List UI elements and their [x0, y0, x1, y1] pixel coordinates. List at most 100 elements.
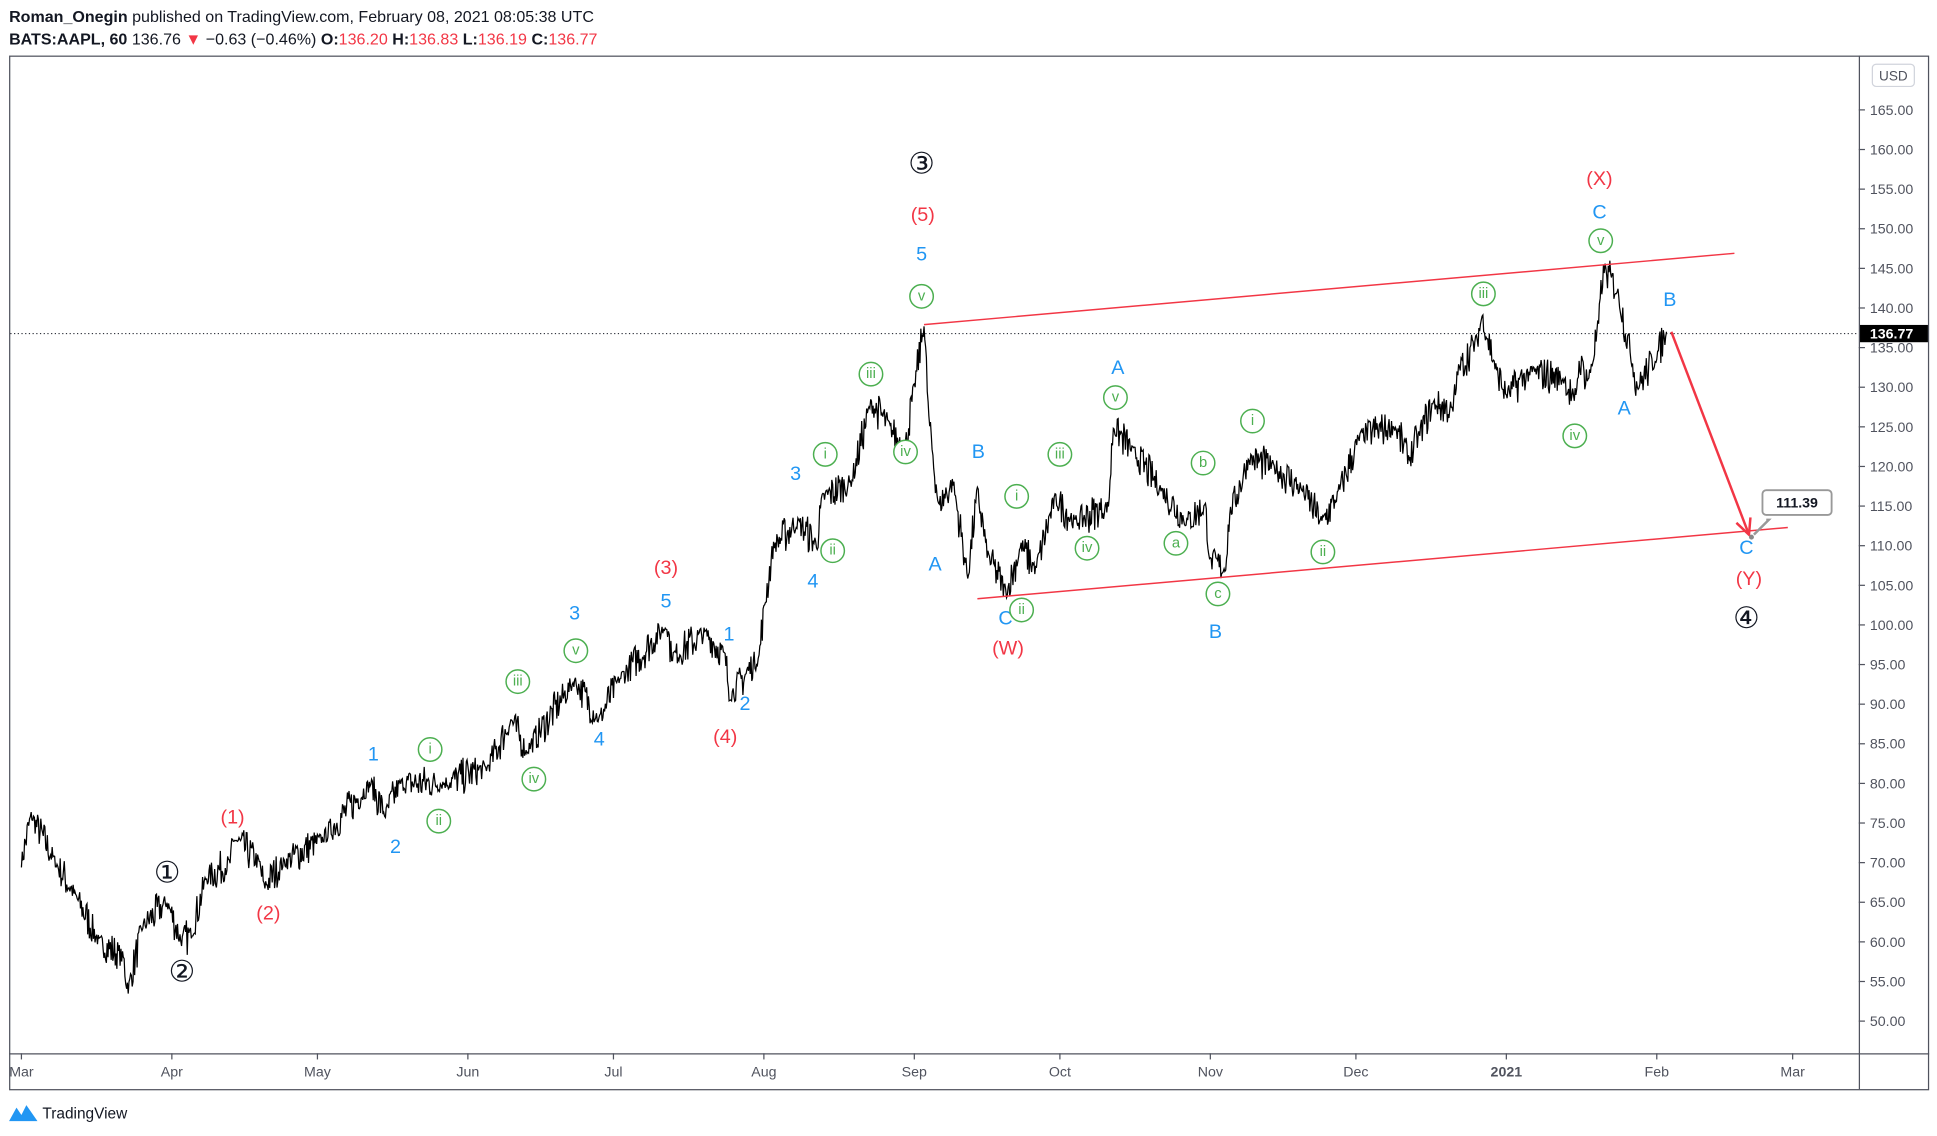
- wave-label-green[interactable]: c: [1205, 581, 1231, 607]
- wave-label-red[interactable]: (W): [992, 637, 1024, 659]
- wave-label-text: iii: [1055, 446, 1065, 462]
- wave-label-text: i: [428, 742, 431, 758]
- wave-circle: [1240, 408, 1265, 434]
- tradingview-logo[interactable]: TradingView: [9, 1105, 128, 1123]
- wave-label-blue[interactable]: C: [1592, 201, 1606, 223]
- wave-label-green[interactable]: i: [1004, 483, 1030, 509]
- wave-label-green[interactable]: ii: [820, 538, 846, 564]
- wave-label-blue[interactable]: 3: [569, 603, 580, 625]
- wave-label-blue[interactable]: 2: [390, 836, 401, 858]
- wave-circle: [1004, 483, 1030, 509]
- wave-label-red[interactable]: (4): [713, 726, 737, 748]
- wave-label-green[interactable]: v: [563, 638, 589, 664]
- wave-label-text: a: [1172, 535, 1181, 551]
- author-name[interactable]: Roman_Onegin: [9, 8, 128, 26]
- wave-label-green[interactable]: i: [417, 737, 443, 762]
- wave-label-green[interactable]: ii: [1310, 539, 1336, 565]
- wave-label-blue[interactable]: 4: [807, 571, 818, 593]
- wave-label-green[interactable]: i: [1240, 408, 1265, 434]
- wave-label-green[interactable]: iv: [893, 439, 918, 465]
- wave-label-blue[interactable]: B: [1209, 621, 1222, 643]
- wave-label-red[interactable]: (2): [256, 903, 280, 925]
- price-change: −0.63 (−0.46%): [206, 30, 317, 48]
- wave-label-blue[interactable]: 4: [594, 729, 605, 751]
- wave-label-blue[interactable]: A: [929, 553, 943, 575]
- wave-label-text: 4: [594, 729, 605, 751]
- wave-label-text: ④: [1733, 602, 1760, 635]
- price-tick-label: 160.00: [1870, 142, 1914, 158]
- currency-button[interactable]: USD: [1871, 63, 1915, 88]
- wave-circle: [1074, 535, 1100, 561]
- wave-label-green[interactable]: iii: [1470, 281, 1496, 307]
- channel-lower-line[interactable]: [977, 526, 1788, 600]
- wave-label-blue[interactable]: A: [1618, 398, 1632, 420]
- wave-circle: [1163, 530, 1189, 556]
- wave-label-red[interactable]: (Y): [1736, 568, 1762, 590]
- wave-label-blue[interactable]: B: [972, 441, 985, 463]
- target-price-callout[interactable]: 111.39: [1748, 489, 1833, 540]
- wave-label-red[interactable]: (X): [1586, 168, 1612, 190]
- wave-label-text: c: [1214, 586, 1222, 602]
- price-tick-label: 165.00: [1870, 103, 1914, 119]
- plot-area[interactable]: 111.39 ① ② ③ ④ (1) (2) (3) (4) (5) (W) (X) (Y) 1 2 3 4 5 1…: [10, 148, 1859, 994]
- price-tick-label: 90.00: [1870, 697, 1906, 713]
- wave-label-blue[interactable]: A: [1111, 357, 1125, 379]
- wave-label-green[interactable]: iv: [1562, 423, 1588, 449]
- wave-label-text: ii: [1320, 544, 1327, 560]
- wave-label-blue[interactable]: B: [1663, 289, 1676, 311]
- wave-label-green[interactable]: v: [1102, 385, 1128, 411]
- wave-circle: [893, 439, 918, 465]
- wave-label-blue[interactable]: 5: [660, 590, 671, 612]
- wave-label-green[interactable]: v: [1588, 228, 1614, 254]
- wave-label-red[interactable]: (3): [654, 557, 678, 579]
- callout-box: [1761, 489, 1833, 516]
- wave-label-blue[interactable]: 3: [790, 463, 801, 485]
- wave-label-text: i: [824, 446, 827, 462]
- wave-label-green[interactable]: ii: [426, 808, 452, 834]
- wave-label-blue[interactable]: 1: [723, 624, 734, 646]
- close-value: 136.77: [548, 30, 597, 48]
- wave-label-text: C: [998, 608, 1012, 630]
- wave-label-red[interactable]: (5): [911, 204, 935, 226]
- wave-label-green[interactable]: i: [812, 441, 838, 467]
- wave-label-black[interactable]: ②: [169, 955, 196, 988]
- wave-label-green[interactable]: iii: [505, 669, 531, 695]
- wave-label-green[interactable]: iii: [858, 361, 884, 387]
- symbol-legend: BATS:AAPL, 60 136.76 ▼ −0.63 (−0.46%) O:…: [9, 30, 597, 48]
- time-axis[interactable]: Mar Apr May Jun Jul Aug Sep Oct Nov Dec 2021 Feb Mar: [9, 1053, 1805, 1081]
- last-price: 136.76: [132, 30, 181, 48]
- wave-label-black[interactable]: ③: [908, 148, 935, 181]
- symbol-name[interactable]: BATS:AAPL, 60: [9, 30, 127, 48]
- wave-label-black[interactable]: ④: [1733, 602, 1760, 635]
- low-label: L:: [463, 30, 478, 48]
- wave-circle: [812, 441, 838, 467]
- channel-upper-line[interactable]: [923, 252, 1735, 326]
- projection-arrow[interactable]: [1670, 331, 1751, 536]
- wave-circle: [909, 283, 935, 309]
- wave-label-blue[interactable]: 5: [916, 243, 927, 265]
- wave-label-black[interactable]: ①: [154, 856, 181, 889]
- wave-label-green[interactable]: a: [1163, 530, 1189, 556]
- wave-label-text: 2: [390, 836, 401, 858]
- wave-label-green[interactable]: iv: [521, 766, 547, 792]
- wave-circle: [1562, 423, 1588, 449]
- wave-label-text: (W): [992, 637, 1024, 659]
- wave-label-green[interactable]: ii: [1009, 597, 1035, 623]
- wave-label-blue[interactable]: C: [1739, 537, 1753, 559]
- wave-label-green[interactable]: iv: [1074, 535, 1100, 561]
- wave-label-green[interactable]: iii: [1047, 441, 1073, 467]
- wave-label-text: ii: [1018, 602, 1025, 618]
- wave-label-text: ii: [435, 813, 442, 829]
- wave-label-green[interactable]: b: [1190, 450, 1216, 476]
- wave-label-green[interactable]: v: [909, 283, 935, 309]
- wave-label-text: B: [972, 441, 985, 463]
- wave-label-blue[interactable]: 2: [740, 693, 751, 715]
- price-axis[interactable]: 50.00 55.00 60.00 65.00 70.00 75.00 80.00 85.00…: [1858, 103, 1928, 1030]
- wave-label-red[interactable]: (1): [220, 806, 244, 828]
- wave-label-blue[interactable]: 1: [368, 743, 379, 765]
- wave-label-text: iv: [529, 771, 540, 787]
- wave-label-blue[interactable]: C: [998, 608, 1012, 630]
- wave-label-text: B: [1663, 289, 1676, 311]
- down-arrow-icon: ▼: [181, 30, 206, 48]
- price-tick-label: 85.00: [1870, 737, 1906, 753]
